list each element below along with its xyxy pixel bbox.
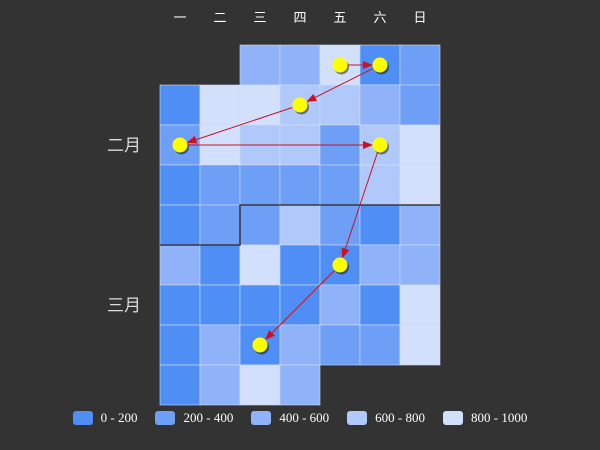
heatmap-cell bbox=[359, 244, 401, 286]
heatmap-cells bbox=[159, 44, 441, 406]
path-marker bbox=[332, 57, 348, 73]
month-label: 三月 bbox=[107, 296, 141, 316]
heatmap-cell bbox=[319, 204, 361, 246]
legend-item: 400 - 600 bbox=[251, 410, 329, 426]
heatmap-cell bbox=[319, 284, 361, 326]
heatmap-cell bbox=[319, 84, 361, 126]
heatmap-cell bbox=[159, 204, 201, 246]
weekday-label: 二 bbox=[213, 11, 226, 26]
heatmap-cell bbox=[239, 364, 281, 406]
legend-label: 0 - 200 bbox=[100, 410, 138, 425]
heatmap-cell bbox=[359, 324, 401, 366]
legend-swatch bbox=[347, 411, 368, 425]
heatmap-cell bbox=[199, 364, 241, 406]
heatmap-cell bbox=[199, 244, 241, 286]
legend-label: 400 - 600 bbox=[279, 410, 330, 425]
legend-label: 200 - 400 bbox=[183, 410, 234, 425]
legend-item: 0 - 200 bbox=[72, 410, 138, 426]
heatmap-cell bbox=[399, 44, 441, 86]
month-boundary bbox=[160, 204, 440, 246]
weekday-label: 四 bbox=[293, 11, 306, 26]
heatmap-cell bbox=[399, 124, 441, 166]
path-arrow bbox=[341, 152, 378, 259]
legend-swatch bbox=[251, 411, 272, 425]
heatmap-cell bbox=[359, 284, 401, 326]
legend-swatch bbox=[443, 411, 464, 425]
heatmap-cell bbox=[279, 164, 321, 206]
heatmap-cell bbox=[239, 244, 281, 286]
heatmap-cell bbox=[319, 324, 361, 366]
heatmap-cell bbox=[319, 164, 361, 206]
weekday-label: 日 bbox=[413, 11, 426, 26]
heatmap-cell bbox=[399, 244, 441, 286]
weekday-label: 五 bbox=[333, 11, 346, 26]
heatmap-cell bbox=[359, 84, 401, 126]
heatmap-cell bbox=[399, 324, 441, 366]
path-marker bbox=[172, 137, 188, 153]
heatmap-cell bbox=[239, 204, 281, 246]
heatmap-cell bbox=[279, 324, 321, 366]
heatmap-cell bbox=[399, 164, 441, 206]
heatmap-cell bbox=[279, 364, 321, 406]
path-marker bbox=[292, 97, 308, 113]
path-arrow bbox=[264, 270, 335, 341]
heatmap-cell bbox=[159, 324, 201, 366]
path-marker bbox=[372, 137, 388, 153]
path-marker bbox=[372, 57, 388, 73]
heatmap-cell bbox=[399, 84, 441, 126]
heatmap-cell bbox=[239, 284, 281, 326]
weekday-label: 三 bbox=[253, 11, 266, 26]
legend-swatch bbox=[72, 411, 93, 425]
heatmap-cell bbox=[159, 284, 201, 326]
legend-swatch bbox=[155, 411, 176, 425]
heatmap-cell bbox=[239, 84, 281, 126]
month-label: 二月 bbox=[107, 136, 141, 156]
heatmap-cell bbox=[199, 284, 241, 326]
heatmap-cell bbox=[399, 204, 441, 246]
legend-item: 200 - 400 bbox=[155, 410, 233, 426]
weekday-label: 一 bbox=[173, 11, 186, 26]
heatmap-cell bbox=[199, 204, 241, 246]
legend-item: 600 - 800 bbox=[347, 410, 425, 426]
heatmap-cell bbox=[359, 204, 401, 246]
heatmap-cell bbox=[399, 284, 441, 326]
weekday-label: 六 bbox=[373, 11, 386, 26]
heatmap-cell bbox=[199, 84, 241, 126]
path-marker bbox=[252, 337, 268, 353]
heatmap-cell bbox=[279, 244, 321, 286]
legend-label: 600 - 800 bbox=[375, 410, 426, 425]
heatmap-cell bbox=[159, 364, 201, 406]
legend-label: 800 - 1000 bbox=[471, 410, 528, 425]
heatmap-cell bbox=[159, 84, 201, 126]
heatmap-cell bbox=[239, 164, 281, 206]
path-marker bbox=[332, 257, 348, 273]
heatmap-cell bbox=[239, 44, 281, 86]
path-arrow bbox=[306, 68, 374, 102]
heatmap-cell bbox=[199, 324, 241, 366]
heatmap-cell bbox=[159, 244, 201, 286]
heatmap-cell bbox=[199, 164, 241, 206]
path-arrow bbox=[186, 107, 293, 144]
legend: 0 - 200 200 - 400 400 - 600 600 - 800 800 - … bbox=[0, 406, 600, 430]
heatmap-cell bbox=[279, 204, 321, 246]
heatmap-cell bbox=[359, 164, 401, 206]
heatmap-cell bbox=[159, 164, 201, 206]
legend-item: 800 - 1000 bbox=[443, 410, 527, 426]
heatmap-cell bbox=[279, 44, 321, 86]
